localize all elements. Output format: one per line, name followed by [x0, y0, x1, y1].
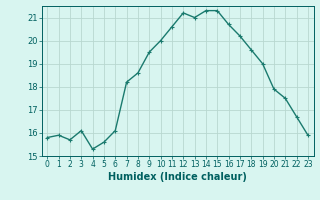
X-axis label: Humidex (Indice chaleur): Humidex (Indice chaleur) [108, 172, 247, 182]
